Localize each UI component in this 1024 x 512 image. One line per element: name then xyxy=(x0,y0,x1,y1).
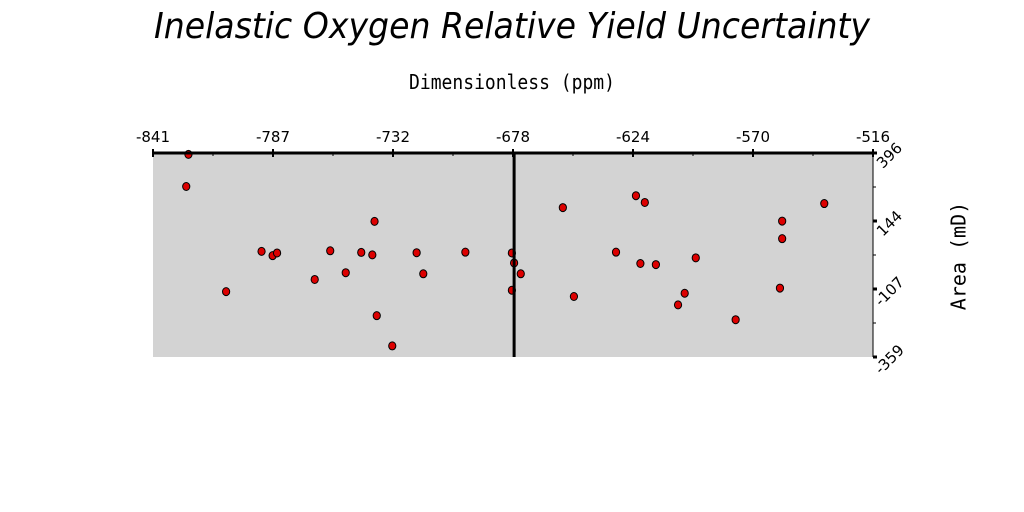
data-point xyxy=(412,248,421,258)
data-point xyxy=(370,216,379,226)
data-point xyxy=(651,260,660,270)
y-tick-label: -107 xyxy=(871,273,908,310)
data-point xyxy=(778,234,787,244)
data-point xyxy=(372,311,381,321)
data-point xyxy=(357,247,366,257)
x-tick-label: -787 xyxy=(256,128,290,146)
data-point xyxy=(640,197,649,207)
chart-title: Inelastic Oxygen Relative Yield Uncertai… xyxy=(153,6,871,47)
data-point xyxy=(516,269,525,279)
x-tick-label: -516 xyxy=(856,128,890,146)
data-point xyxy=(775,283,785,293)
data-point xyxy=(731,315,740,325)
y-tick-label: 144 xyxy=(873,207,906,240)
data-point xyxy=(631,191,641,201)
data-point xyxy=(461,247,470,257)
data-point xyxy=(778,216,787,226)
data-point xyxy=(341,268,350,278)
data-point xyxy=(820,199,829,209)
data-point xyxy=(419,269,428,279)
x-axis-label: Dimensionless (ppm) xyxy=(409,70,615,94)
data-point xyxy=(257,246,266,256)
data-point xyxy=(326,246,335,256)
x-tick-label: -570 xyxy=(736,128,770,146)
data-point xyxy=(368,250,377,260)
data-point xyxy=(182,182,191,192)
data-points xyxy=(182,149,829,351)
data-point xyxy=(388,341,397,351)
data-point xyxy=(310,274,319,284)
x-axis-ticks: -841 -787 -732 -678 -624 -570 -516 xyxy=(136,128,890,157)
x-tick-label: -678 xyxy=(496,128,530,146)
y-axis-label: Area (mD) xyxy=(947,202,971,310)
data-point xyxy=(691,253,700,263)
data-point xyxy=(272,248,282,258)
x-tick-label: -732 xyxy=(376,128,410,146)
data-point xyxy=(636,259,645,269)
y-tick-label: -359 xyxy=(871,341,908,378)
x-tick-label: -841 xyxy=(136,128,170,146)
data-point xyxy=(680,288,689,298)
data-point xyxy=(222,287,231,297)
x-tick-label: -624 xyxy=(616,128,650,146)
data-point xyxy=(673,300,683,310)
data-point xyxy=(558,203,567,213)
data-point xyxy=(569,291,579,301)
data-point xyxy=(611,247,621,257)
